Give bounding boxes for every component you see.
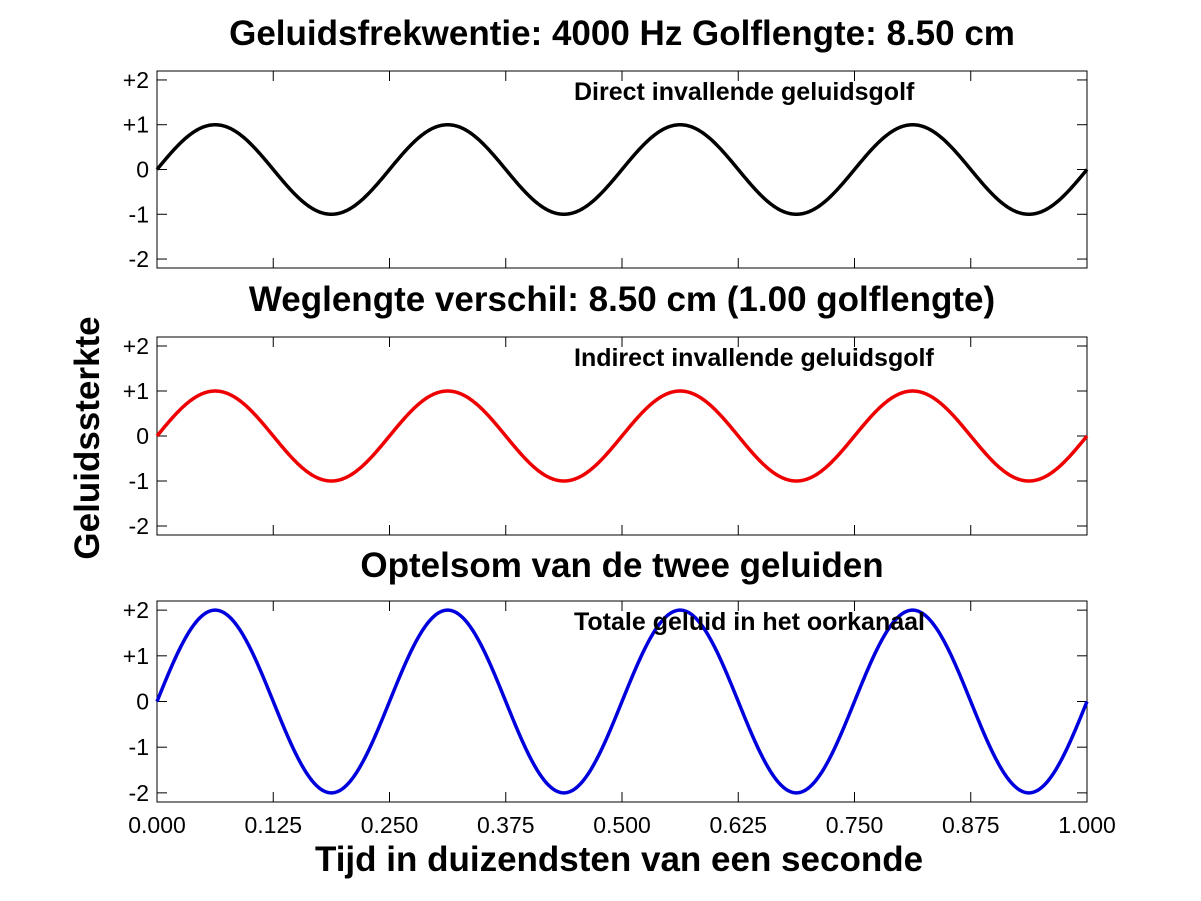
x-tick-label: 0.750 — [826, 812, 884, 838]
series-line — [155, 122, 1089, 217]
y-tick-label: -2 — [129, 246, 149, 272]
x-tick-label: 0.000 — [128, 812, 186, 838]
y-tick-label: +1 — [123, 378, 149, 404]
plot-2: Weglengte verschil: 8.50 cm (1.00 golfle… — [123, 280, 1089, 539]
series-annotation: Totale geluid in het oorkanaal — [574, 608, 925, 636]
y-tick-label: -2 — [129, 513, 149, 539]
x-tick-label: 1.000 — [1058, 812, 1116, 838]
plot-3: Optelsom van de twee geluiden +2 +1 0 -1 -2 0.… — [123, 546, 1116, 838]
x-axis-label: Tijd in duizendsten van een seconde — [315, 840, 923, 879]
x-tick-label: 0.625 — [709, 812, 767, 838]
plot-title: Weglengte verschil: 8.50 cm (1.00 golfle… — [249, 280, 995, 319]
series-annotation: Direct invallende geluidsgolf — [574, 78, 915, 106]
series-line — [155, 608, 1089, 795]
y-tick-label: 0 — [136, 157, 149, 183]
y-tick-label: -2 — [129, 780, 149, 806]
plot-1: Geluidsfrekwentie: 4000 Hz Golflengte: 8… — [123, 14, 1089, 272]
x-tick-label: 0.250 — [361, 812, 419, 838]
plot-title: Optelsom van de twee geluiden — [360, 546, 883, 585]
x-tick-label: 0.125 — [244, 812, 302, 838]
y-tick-label: +2 — [123, 67, 149, 93]
series-line — [155, 389, 1089, 483]
x-tick-label: 0.500 — [593, 812, 651, 838]
plot-title: Geluidsfrekwentie: 4000 Hz Golflengte: 8… — [229, 14, 1015, 53]
y-tick-label: +2 — [123, 333, 149, 359]
y-tick-label: +2 — [123, 597, 149, 623]
y-tick-label: +1 — [123, 643, 149, 669]
series-annotation: Indirect invallende geluidsgolf — [574, 344, 934, 372]
y-tick-label: +1 — [123, 112, 149, 138]
x-tick-label: 0.875 — [942, 812, 1000, 838]
y-axis-label: Geluidssterkte — [68, 316, 107, 559]
y-tick-label: 0 — [136, 689, 149, 715]
y-tick-label: -1 — [129, 201, 149, 227]
y-tick-label: 0 — [136, 423, 149, 449]
y-tick-label: -1 — [129, 468, 149, 494]
x-tick-label: 0.375 — [477, 812, 535, 838]
y-tick-label: -1 — [129, 734, 149, 760]
